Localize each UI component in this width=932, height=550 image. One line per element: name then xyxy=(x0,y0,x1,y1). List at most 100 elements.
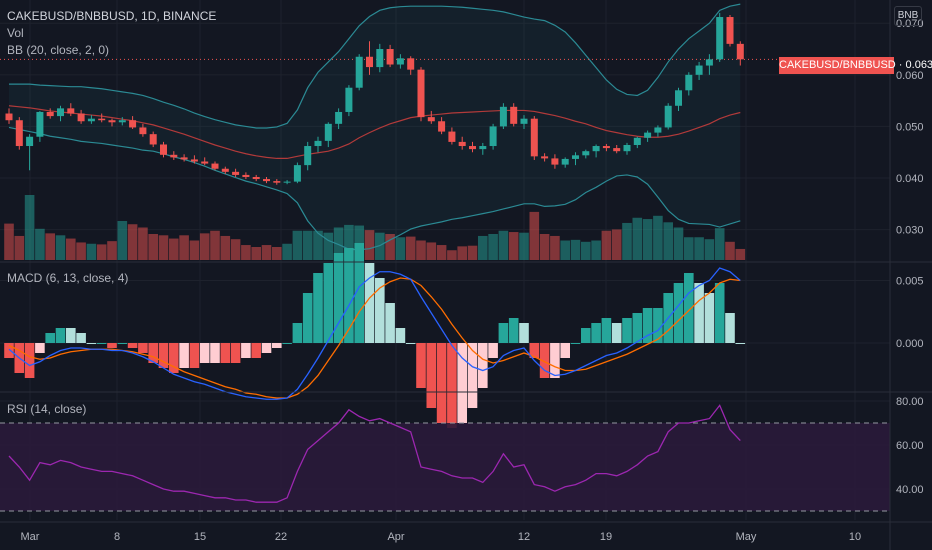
symbol-title[interactable]: CAKEBUSD/BNBBUSD, 1D, BINANCE xyxy=(7,9,217,23)
macd-histogram-bar xyxy=(467,343,478,408)
volume-bar xyxy=(24,195,35,260)
candle-body xyxy=(479,146,487,150)
volume-bar xyxy=(66,238,76,260)
macd-histogram-bar xyxy=(127,343,138,348)
volume-bar xyxy=(86,243,97,260)
macd-histogram-bar xyxy=(313,273,323,343)
macd-histogram-bar xyxy=(24,343,35,378)
volume-bar xyxy=(96,244,107,260)
macd-histogram-bar xyxy=(519,323,529,343)
bb-upper-line xyxy=(9,3,741,129)
volume-bar xyxy=(673,227,684,260)
macd-histogram-bar xyxy=(230,343,241,363)
bollinger-label[interactable]: BB (20, close, 2, 0) xyxy=(7,43,110,57)
volume-bar xyxy=(426,242,437,260)
candle-body xyxy=(283,181,291,183)
candle-body xyxy=(561,158,569,165)
macd-histogram-bar xyxy=(694,283,704,343)
macd-histogram-bar xyxy=(292,323,303,343)
candlesticks xyxy=(0,12,890,185)
volume-bar xyxy=(395,237,406,260)
macd-histogram-bar xyxy=(591,323,601,343)
candle-body xyxy=(108,120,116,123)
macd-histogram-bar xyxy=(735,343,746,344)
macd-histogram-bar xyxy=(4,343,14,358)
candle-body xyxy=(541,156,549,159)
volume-bar xyxy=(642,219,653,260)
candle-body xyxy=(87,118,95,122)
macd-histogram-bar xyxy=(714,283,725,343)
volume-bar xyxy=(416,240,426,260)
volume-bar xyxy=(591,240,601,260)
candle-body xyxy=(489,126,497,147)
volume-bar xyxy=(508,232,519,260)
bb-lower-line xyxy=(8,126,741,251)
bb-band-area xyxy=(9,4,741,250)
rsi-tick-label: 80.00 xyxy=(896,396,924,408)
candle-body xyxy=(36,111,44,137)
macd-histogram-bar xyxy=(179,343,189,368)
volume-bar xyxy=(76,242,86,260)
macd-histogram-bar xyxy=(622,318,632,343)
macd-histogram-bar xyxy=(282,343,292,344)
macd-histogram-bar xyxy=(457,343,467,423)
volume-bar xyxy=(302,230,313,260)
candle-body xyxy=(417,69,425,118)
macd-histogram-bar xyxy=(251,343,261,358)
volume-bar xyxy=(354,225,364,260)
volume-bar xyxy=(35,228,45,260)
candle-body xyxy=(139,127,147,135)
volume-bar xyxy=(220,235,231,260)
volume-bar xyxy=(457,246,467,260)
candle-body xyxy=(695,65,703,75)
volume-bar xyxy=(199,233,210,260)
candle-body xyxy=(26,136,34,147)
rsi-tick-label: 40.00 xyxy=(896,484,924,496)
volume-bar xyxy=(436,245,447,260)
macd-histogram-bar xyxy=(508,318,519,343)
macd-histogram-bar xyxy=(354,243,364,343)
volume-bar xyxy=(148,234,158,260)
candle-body xyxy=(355,56,363,88)
macd-histogram-bar xyxy=(478,343,488,388)
volume-bar xyxy=(498,230,509,260)
volume-bar xyxy=(653,215,663,260)
candle-body xyxy=(314,140,322,147)
macd-histogram-bar xyxy=(550,343,560,378)
candle-body xyxy=(551,158,559,165)
date-tick-label: 22 xyxy=(275,531,287,543)
candle-body xyxy=(221,168,229,172)
unit-button[interactable]: BNB xyxy=(894,6,922,26)
candle-body xyxy=(98,118,106,121)
macd-label[interactable]: MACD (6, 13, close, 4) xyxy=(7,271,129,285)
macd-histogram-bar xyxy=(416,343,426,388)
volume-bar xyxy=(467,245,478,260)
volume-bar xyxy=(158,235,169,260)
candle-body xyxy=(67,108,75,114)
volume-bar xyxy=(601,230,612,260)
candle-body xyxy=(5,113,13,121)
volume-label[interactable]: Vol xyxy=(7,26,24,40)
candle-body xyxy=(448,131,456,142)
candle-body xyxy=(252,176,260,180)
volume-bar xyxy=(313,230,323,260)
candle-body xyxy=(190,159,198,162)
candle-body xyxy=(613,148,621,152)
macd-histogram-bar xyxy=(684,273,694,343)
candle-body xyxy=(57,108,64,117)
candle-body xyxy=(407,58,415,70)
candle-body xyxy=(582,151,590,156)
macd-histogram-bar xyxy=(570,343,581,344)
macd-histogram-bar xyxy=(653,308,663,343)
candle-body xyxy=(160,144,167,155)
candle-body xyxy=(15,120,23,147)
volume-bar xyxy=(169,238,179,260)
macd-histogram-bar xyxy=(364,263,375,343)
volume-bar xyxy=(735,248,746,260)
volume-bar xyxy=(210,230,220,260)
rsi-panel xyxy=(0,404,890,512)
rsi-label[interactable]: RSI (14, close) xyxy=(7,402,87,416)
candle-body xyxy=(77,113,85,122)
candle-body xyxy=(242,174,250,177)
